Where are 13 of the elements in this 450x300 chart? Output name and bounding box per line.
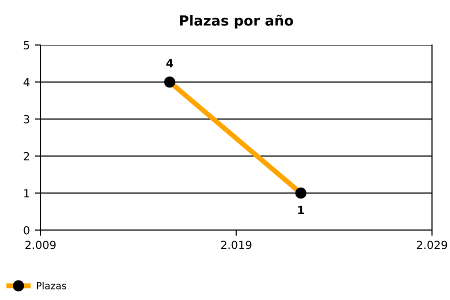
y-tick-label: 1 [24, 189, 30, 198]
y-tick-label: 5 [24, 41, 30, 50]
x-tick-label: 2.009 [25, 240, 56, 250]
y-tick-label: 2 [24, 152, 29, 160]
y-tick-label: 4 [24, 78, 30, 86]
legend-label: Plazas [36, 282, 66, 290]
y-tick-label: 3 [24, 115, 30, 124]
data-label: 1 [298, 206, 304, 214]
data-label: 4 [166, 59, 174, 68]
x-tick-label: 2.019 [221, 240, 252, 250]
y-tick-label: 0 [24, 226, 30, 234]
x-tick-label: 2.029 [416, 240, 448, 250]
chart-title: Plazas por año [180, 14, 294, 28]
